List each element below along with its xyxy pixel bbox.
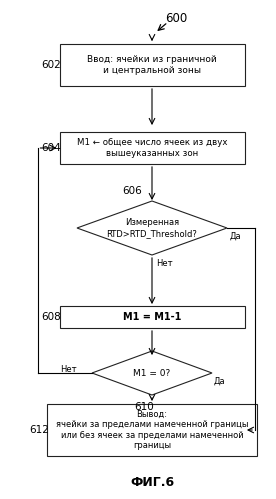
Text: 600: 600	[165, 11, 187, 24]
Polygon shape	[92, 351, 212, 395]
Text: Да: Да	[214, 377, 225, 386]
Text: ФИГ.6: ФИГ.6	[130, 477, 174, 490]
Text: 612: 612	[29, 425, 49, 435]
Text: 608: 608	[41, 312, 61, 322]
Text: Да: Да	[230, 232, 242, 241]
Text: Измеренная
RTD>RTD_Threshold?: Измеренная RTD>RTD_Threshold?	[107, 218, 197, 238]
Text: Нет: Нет	[156, 259, 172, 268]
Bar	[47, 404, 257, 456]
Polygon shape	[77, 201, 227, 255]
Text: 604: 604	[41, 143, 61, 153]
Text: 610: 610	[134, 402, 154, 412]
Text: 606: 606	[122, 186, 142, 196]
Text: Вывод:
ячейки за пределами намеченной границы
или без ячеек за пределами намечен: Вывод: ячейки за пределами намеченной гр…	[56, 410, 248, 450]
Bar	[60, 44, 245, 86]
Text: M1 = 0?: M1 = 0?	[133, 368, 171, 378]
Text: Нет: Нет	[60, 364, 77, 373]
Text: 602: 602	[41, 60, 61, 70]
Bar	[60, 132, 245, 164]
Text: Ввод: ячейки из граничной
и центральной зоны: Ввод: ячейки из граничной и центральной …	[87, 55, 217, 75]
Bar	[60, 306, 245, 328]
Text: M1 = M1-1: M1 = M1-1	[123, 312, 181, 322]
Text: M1 ← общее число ячеек из двух
вышеуказанных зон: M1 ← общее число ячеек из двух вышеуказа…	[77, 138, 227, 158]
